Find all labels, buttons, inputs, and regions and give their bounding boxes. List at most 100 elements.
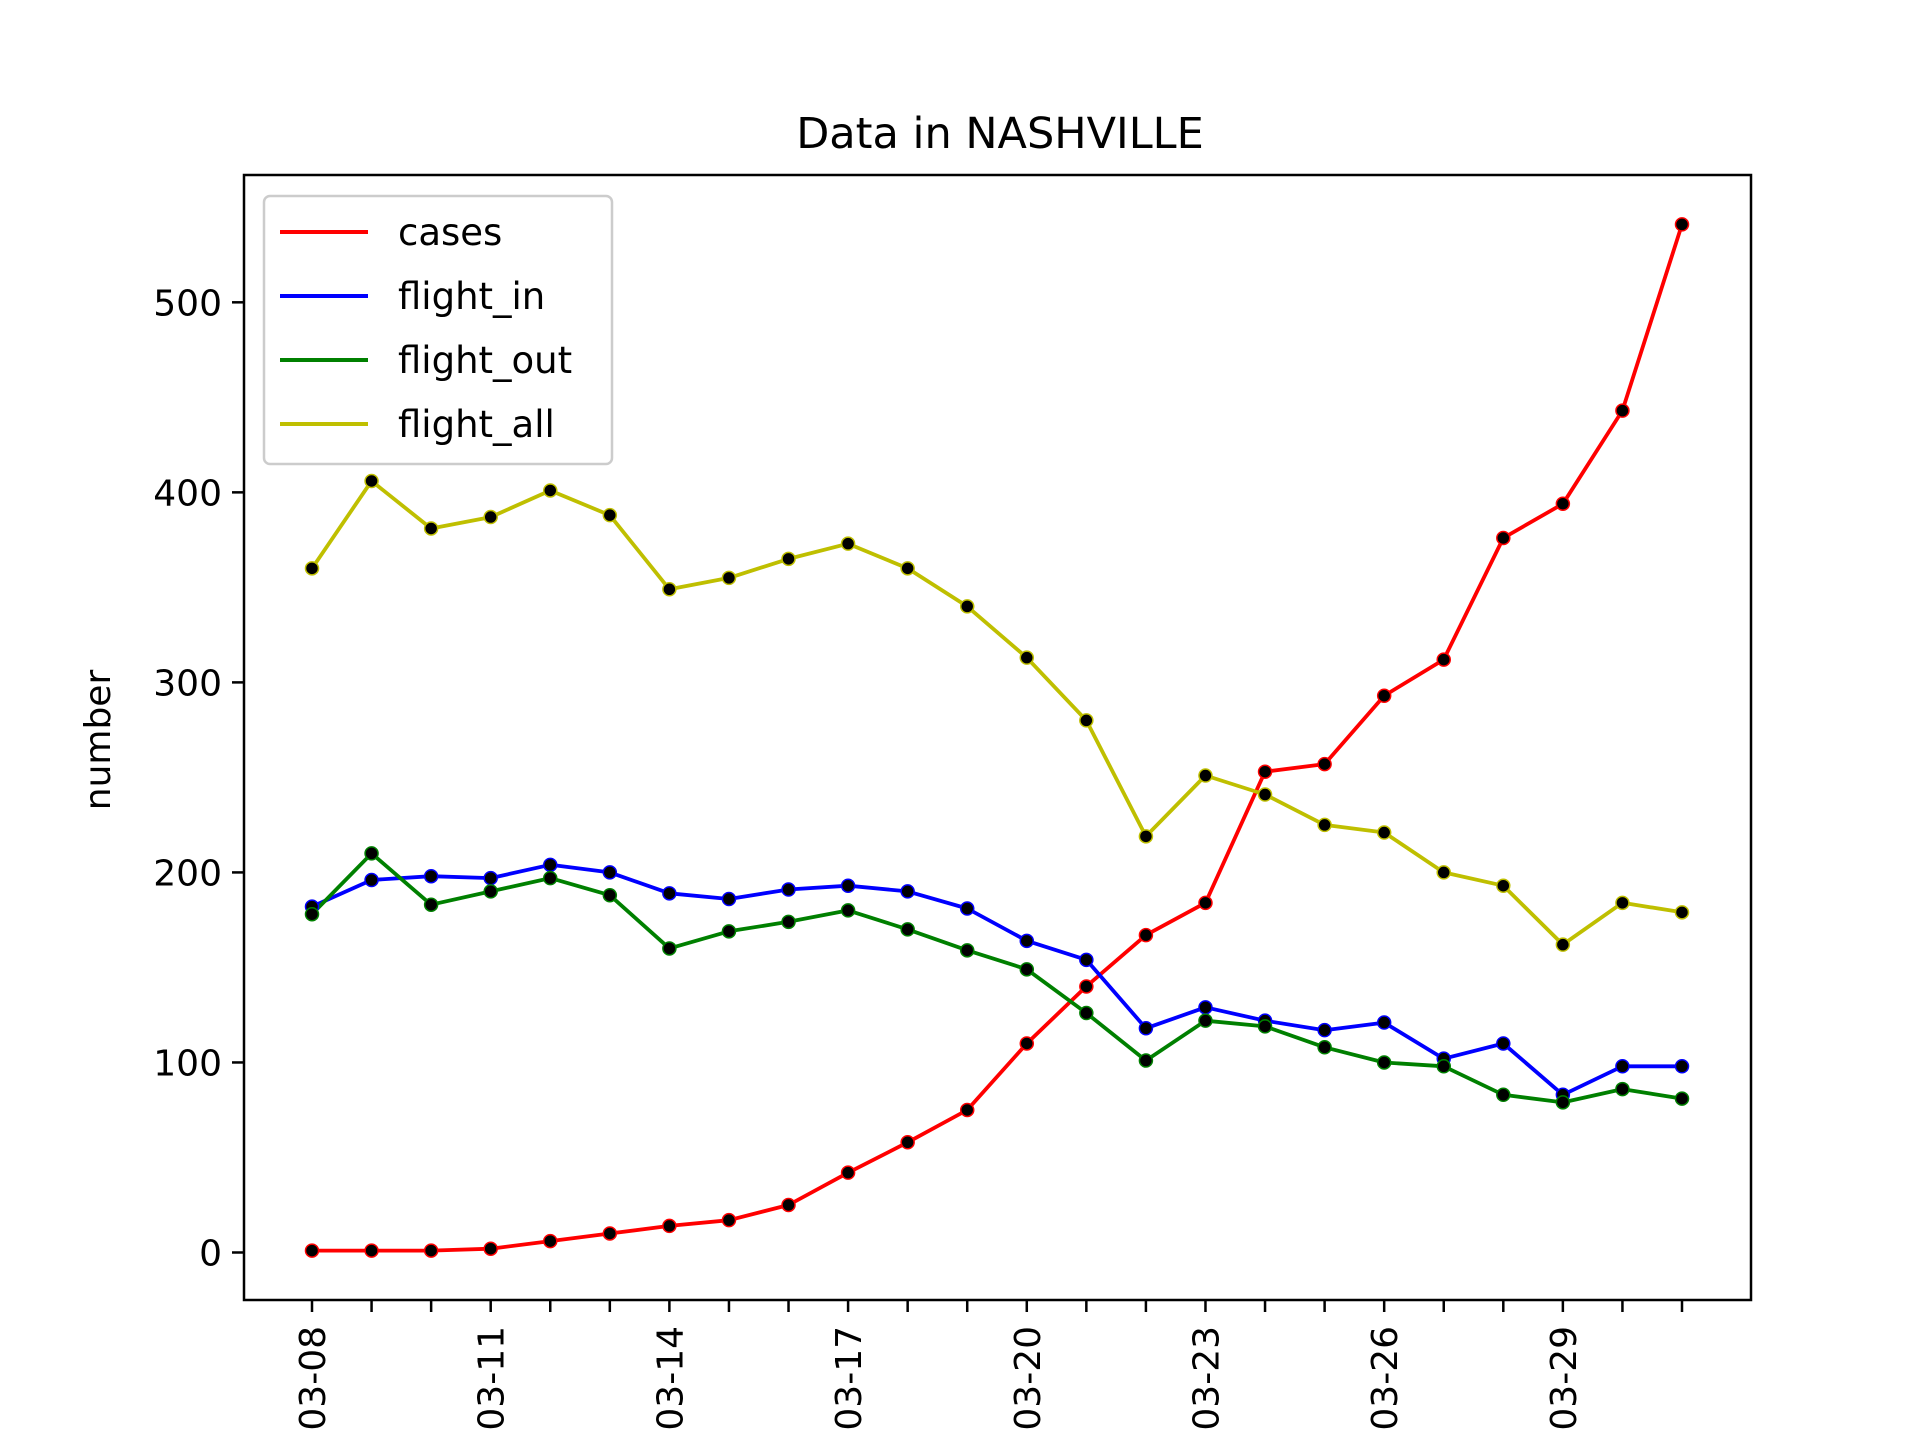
data-point-flight-in (1198, 1000, 1213, 1015)
data-point-flight-in (1376, 1015, 1392, 1030)
chart-title: Data in NASHVILLE (796, 109, 1204, 159)
legend-label-flight-out: flight_out (398, 339, 572, 382)
data-point-flight-all (483, 509, 498, 525)
data-point-flight-out (1138, 1053, 1154, 1068)
series-line-flight-in (311, 862, 1682, 1097)
data-point-flight-out (1257, 1019, 1273, 1034)
data-point-flight-out (304, 906, 320, 922)
data-point-flight-in (781, 882, 796, 897)
data-point-flight-in (959, 901, 975, 916)
data-point-cases (1019, 1036, 1035, 1051)
y-tick-label: 200 (153, 853, 222, 894)
data-point-flight-in (423, 868, 439, 884)
y-axis-label: number (78, 670, 119, 811)
data-point-flight-in (1138, 1021, 1154, 1036)
data-point-flight-all (423, 521, 439, 536)
y-tick-label: 400 (153, 473, 222, 514)
data-point-flight-out (959, 943, 975, 958)
data-point-cases (543, 1233, 558, 1249)
data-point-flight-out (1555, 1095, 1571, 1110)
data-point-flight-out (1615, 1081, 1630, 1097)
y-tick-label: 300 (153, 663, 222, 704)
data-point-flight-out (1019, 962, 1035, 977)
data-point-cases (1496, 530, 1511, 546)
data-point-flight-in (602, 865, 618, 880)
data-point-flight-in (1019, 933, 1035, 949)
data-point-flight-out (543, 870, 558, 886)
data-point-flight-all (1674, 905, 1690, 920)
data-point-flight-all (959, 599, 975, 614)
legend-label-flight-all: flight_all (398, 403, 555, 446)
x-tick-label: 03-26 (1365, 1326, 1406, 1431)
data-point-flight-out (840, 903, 856, 918)
y-tick-label: 0 (199, 1233, 222, 1274)
data-point-cases (1198, 895, 1213, 911)
data-point-flight-out (1376, 1055, 1392, 1070)
data-point-flight-in (1674, 1059, 1690, 1074)
data-point-flight-in (721, 891, 737, 907)
data-point-flight-out (364, 846, 379, 861)
x-tick-label: 03-20 (1008, 1326, 1049, 1431)
data-point-flight-in (840, 878, 856, 893)
data-point-flight-in (364, 872, 379, 888)
data-point-flight-all (364, 473, 379, 489)
data-point-flight-out (781, 914, 796, 930)
plot-area (304, 217, 1690, 1258)
data-point-flight-all (602, 507, 618, 523)
legend-label-cases: cases (398, 211, 502, 254)
data-point-cases (483, 1241, 498, 1256)
data-point-flight-out (1079, 1005, 1094, 1021)
data-point-flight-in (543, 857, 558, 873)
data-point-cases (1257, 764, 1273, 779)
legend-box (262, 194, 614, 466)
x-tick-label: 03-23 (1186, 1326, 1227, 1431)
data-point-flight-out (1674, 1091, 1690, 1106)
data-point-flight-all (1198, 768, 1213, 783)
data-point-cases (900, 1135, 915, 1150)
data-point-cases (423, 1243, 439, 1258)
data-point-cases (781, 1197, 796, 1213)
data-point-flight-out (1496, 1087, 1511, 1103)
data-point-cases (959, 1102, 975, 1118)
legend: cases flight_in flight_out flight_all (262, 194, 614, 466)
data-point-cases (1555, 496, 1571, 512)
x-tick-label: 03-14 (650, 1326, 691, 1431)
data-point-cases (364, 1243, 379, 1258)
data-point-flight-out (483, 884, 498, 899)
data-point-flight-out (662, 941, 677, 956)
x-tick-label: 03-11 (472, 1326, 513, 1431)
data-point-cases (602, 1226, 618, 1241)
data-point-flight-all (662, 582, 677, 597)
data-point-flight-all (781, 551, 796, 567)
data-point-flight-all (304, 561, 320, 576)
data-point-flight-in (1079, 952, 1094, 968)
x-tick-label: 03-08 (293, 1326, 334, 1431)
data-point-flight-in (483, 870, 498, 886)
data-point-flight-all (1376, 825, 1392, 840)
data-point-cases (1376, 688, 1392, 703)
data-point-flight-in (662, 886, 677, 901)
data-point-cases (304, 1243, 320, 1258)
data-point-flight-out (900, 922, 915, 937)
series-line-flight-out (310, 851, 1683, 1105)
legend-label-flight-in: flight_in (398, 275, 545, 318)
data-point-flight-all (1079, 713, 1094, 728)
plot-frame (242, 173, 1753, 1302)
data-point-flight-out (1198, 1013, 1213, 1028)
data-point-flight-out (423, 897, 439, 912)
data-point-flight-all (1257, 787, 1273, 802)
data-point-flight-in (900, 884, 915, 899)
data-point-flight-out (1317, 1040, 1332, 1055)
data-point-flight-all (900, 561, 915, 576)
y-tick-label: 500 (153, 283, 222, 324)
data-point-flight-all (840, 536, 856, 551)
data-point-flight-all (1019, 650, 1035, 665)
data-point-flight-all (1317, 817, 1332, 833)
y-tick-label: 100 (153, 1043, 222, 1084)
data-point-cases (721, 1212, 737, 1228)
series-line-flight-all (310, 479, 1683, 947)
data-point-cases (1079, 979, 1094, 994)
data-point-flight-in (1317, 1022, 1332, 1038)
